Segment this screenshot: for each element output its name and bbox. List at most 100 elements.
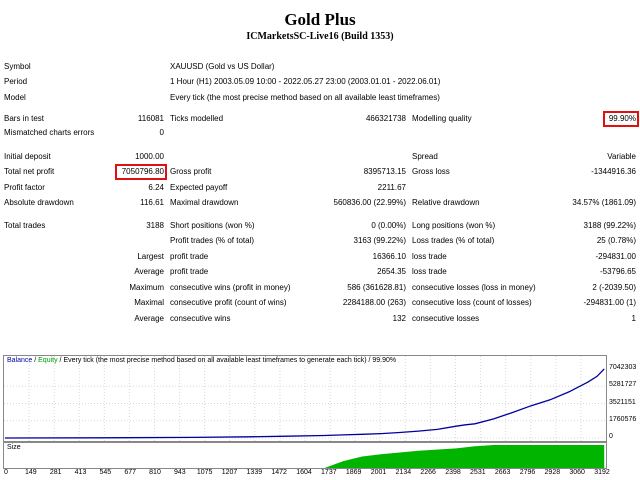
y-tick-label: 1760576 [609,415,637,423]
x-tick-label: 545 [99,469,112,476]
report-title: Gold Plus [284,10,356,29]
spread-value: Variable [607,152,636,161]
largest-loss-value: -294831.00 [595,252,636,261]
x-tick-label: 2663 [494,469,511,476]
x-axis: 0 149 281 413 545 677 810 943 1075 1207 1339 1472 16… [0,469,640,480]
legend-sep: / [32,357,39,364]
trades-label: Total trades [4,221,46,230]
symbol-label: Symbol [4,62,31,71]
short-label: Short positions (won %) [170,221,255,230]
acw-value: 132 [392,314,406,323]
largest-profit-value: 16366.10 [372,252,406,261]
ticks-value: 466321738 [365,114,406,123]
legend-balance: Balance [7,357,33,364]
grossprofit-value: 8395713.15 [363,167,406,176]
y-tick-label: 7042303 [609,364,637,371]
acl-value: 1 [631,314,636,323]
model-label: Model [4,93,26,102]
ticks-label: Ticks modelled [170,114,224,123]
acw-label: consecutive wins [170,314,231,323]
balance-line [4,368,605,439]
period-label: Period [4,77,28,86]
balance-chart-svg [4,356,606,441]
payoff-label: Expected payoff [170,183,228,192]
ptrades-value: 3163 (99.22%) [353,236,406,245]
ltrades-value: 25 (0.78%) [596,236,636,245]
y-tick-label: 5281727 [609,381,637,389]
x-tick-label: 0 [4,469,8,476]
deposit-label: Initial deposit [4,152,51,161]
x-tick-label: 1207 [221,469,238,476]
trades-value: 3188 [146,221,164,230]
size-chart-svg [5,445,605,468]
x-tick-label: 810 [149,469,161,476]
x-tick-label: 3060 [569,469,585,476]
mclo-value: -294831.00 (1) [583,298,636,307]
x-tick-label: 2531 [470,469,486,476]
maximum-label: Maximum [129,283,164,292]
grossloss-value: -1344916.36 [591,167,636,176]
x-tick-label: 2134 [395,469,412,476]
symbol-value: XAUUSD (Gold vs US Dollar) [170,62,275,71]
x-tick-label: 281 [49,469,62,476]
largest-loss-label: loss trade [412,252,447,261]
acl-label: consecutive losses [412,314,480,323]
absdd-value: 116.61 [140,198,164,207]
pf-value: 6.24 [148,183,164,192]
grossprofit-label: Gross profit [170,167,212,176]
y-tick-label: 0 [609,433,613,440]
legend-description: / Every tick (the most precise method ba… [57,357,397,364]
size-chart: Size [3,442,607,469]
x-tick-label: 1869 [345,469,362,476]
period-value: 1 Hour (H1) 2003.05.09 10:00 - 2022.05.2… [170,77,441,86]
mcp-value: 2284188.00 (263) [342,298,406,307]
deposit-value: 1000.00 [135,152,164,161]
x-tick-label: 2266 [420,469,436,476]
largest-profit-label: profit trade [170,252,209,261]
netprofit-label: Total net profit [4,167,55,176]
ptrades-label: Profit trades (% of total) [170,236,255,245]
legend-equity: Equity [38,357,58,364]
average2-label: Average [134,314,164,323]
y-axis: 7042303 5281727 3521151 1760576 0 [606,355,640,445]
largest-label: Largest [137,252,164,261]
ltrades-label: Loss trades (% of total) [412,236,495,245]
y-tick-label: 3521151 [609,398,636,406]
x-tick-label: 1472 [271,469,287,476]
x-tick-label: 2001 [370,469,387,476]
x-tick-label: 1339 [246,469,263,476]
maximal-label: Maximal [134,298,164,307]
payoff-value: 2211.67 [377,183,406,192]
mismatch-value: 0 [159,128,164,137]
bars-value: 116081 [137,114,164,123]
mismatch-label: Mismatched charts errors [4,128,95,137]
mcl-value: 2 (-2039.50) [592,283,636,292]
mcp-label: consecutive profit (count of wins) [170,298,287,307]
x-tick-label: 413 [74,469,87,476]
size-area [5,445,605,468]
x-tick-label: 677 [124,469,136,476]
maxdd-label: Maximal drawdown [170,198,239,207]
average-profit-label: profit trade [170,267,209,276]
average-loss-value: -53796.65 [599,267,636,276]
grossloss-label: Gross loss [412,167,450,176]
average-profit-value: 2654.35 [377,267,406,276]
reldd-label: Relative drawdown [412,198,480,207]
quality-value: 99.90% [603,111,639,127]
maxdd-value: 560836.00 (22.99%) [333,198,407,207]
x-tick-label: 2796 [519,469,536,476]
reldd-value: 34.57% (1861.09) [572,198,636,207]
mcl-label: consecutive losses (loss in money) [412,283,536,292]
x-tick-label: 2398 [445,469,461,476]
pf-label: Profit factor [4,183,45,192]
chart-legend: Balance / Equity / Every tick (the most … [7,357,396,364]
average-loss-label: loss trade [412,267,447,276]
size-label: Size [7,444,21,451]
mcw-label: consecutive wins (profit in money) [170,283,291,292]
x-tick-label: 943 [173,469,186,476]
spread-label: Spread [412,152,438,161]
quality-label: Modelling quality [412,114,472,123]
long-label: Long positions (won %) [412,221,496,230]
x-tick-label: 1737 [321,469,337,476]
x-tick-label: 3192 [594,469,610,476]
